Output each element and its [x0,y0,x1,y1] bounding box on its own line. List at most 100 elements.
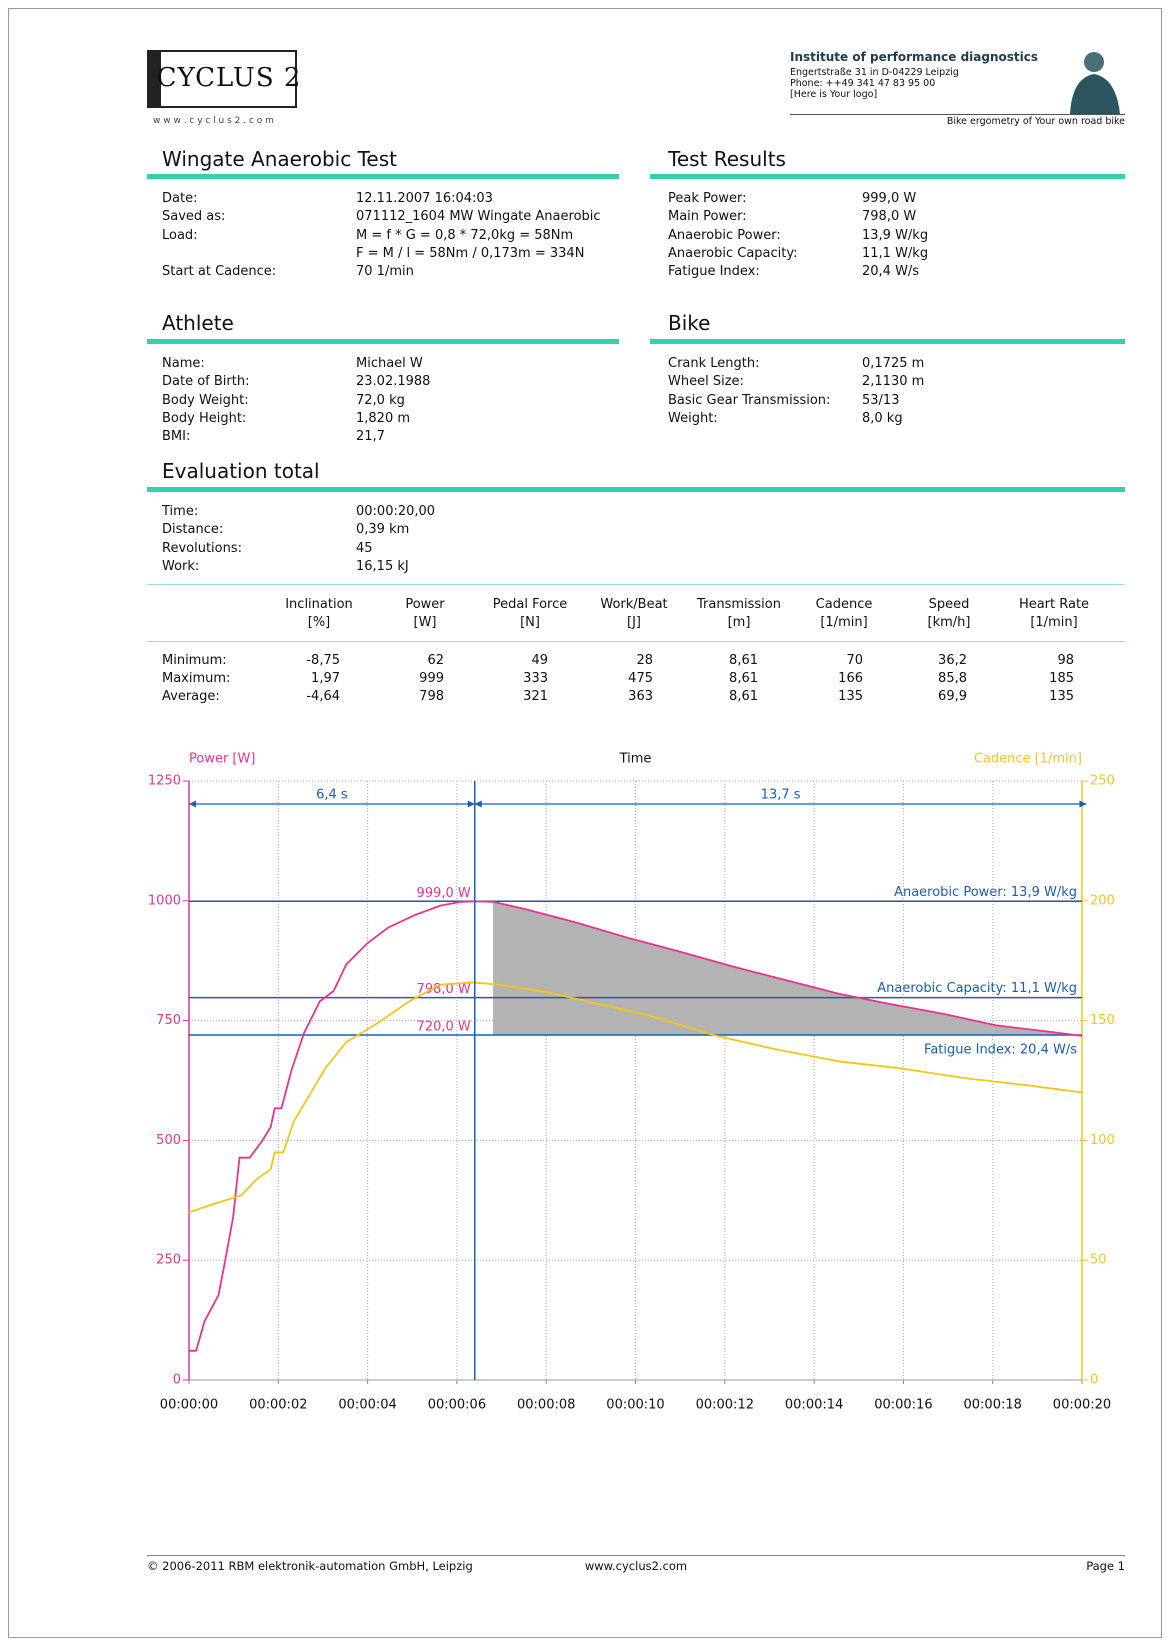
column-header: [%] [307,615,331,630]
field-label: Work: [162,559,200,575]
cell: -4,64 [306,689,340,704]
field-label: Time: [162,504,199,519]
column-header: Pedal Force [492,597,568,612]
section-title: Bike [668,311,711,335]
field-label: Weight: [668,411,718,427]
column-header: [km/h] [927,615,971,630]
field-label: Start at Cadence: [162,264,277,280]
cell: 8,61 [729,689,758,704]
column-header: [m] [727,615,751,630]
footer-url: www.cyclus2.com [584,1559,688,1573]
section-bar [650,339,1125,344]
cell: 321 [523,689,548,704]
logo: CYCLUS 2 [156,63,302,93]
column-header: Heart Rate [1018,597,1090,612]
field-label: Body Weight: [162,392,249,408]
field-label: Fatigue Index: [668,264,760,280]
cell: 28 [636,653,653,668]
section-bar [650,174,1125,179]
cell: 36,2 [938,653,967,668]
address-line: Phone: ++49 341 47 83 95 00 [790,78,936,89]
section-title: Evaluation total [162,459,320,483]
cell: 85,8 [938,671,967,686]
field-value: Michael W [356,356,423,371]
column-header: [J] [627,615,641,630]
field-value: 20,4 W/s [862,264,920,280]
field-value: 72,0 kg [356,392,405,408]
row-label: Maximum: [162,671,231,686]
institute-name: Institute of performance diagnostics [790,50,1039,64]
field-value: 0,1725 m [862,356,925,371]
row-label: Minimum: [162,653,227,668]
column-header: [1/min] [820,615,868,630]
cell: 135 [1049,689,1074,704]
field-label: Basic Gear Transmission: [668,392,831,408]
field-value: 00:00:20,00 [356,504,436,519]
field-value: 999,0 W [862,191,917,206]
footer-rule [147,1555,1125,1556]
field-label: Date: [162,191,198,206]
section-title: Test Results [668,147,786,171]
page-border [8,8,1162,1638]
column-header: Work/Beat [600,597,668,612]
cell: -8,75 [306,653,340,668]
field-value: 11,1 W/kg [862,246,929,262]
cell: 8,61 [729,653,758,668]
field-value: 23.02.1988 [356,374,431,390]
table-rule [147,584,1125,585]
column-header: Cadence [815,597,873,612]
cell: 363 [628,689,653,704]
field-label: Date of Birth: [162,374,250,390]
address-line: Engertstraße 31 in D-04229 Leipzig [790,67,959,78]
footer-copyright: © 2006-2011 RBM elektronik-automation Gm… [147,1559,473,1573]
cell: 135 [838,689,863,704]
field-label: Saved as: [162,209,226,225]
field-label: Anaerobic Capacity: [668,246,798,262]
icon-head [1084,52,1104,72]
field-value: 21,7 [356,429,385,445]
section-bar [147,174,619,179]
header-rule [790,114,1125,115]
field-label: Main Power: [668,209,747,225]
field-value: 0,39 km [356,522,410,538]
cell: 166 [838,671,863,686]
field-value: 8,0 kg [862,411,903,427]
field-label: Wheel Size: [668,374,744,390]
logo-url: w w w . c y c l u s 2 . c o m [153,116,274,126]
cell: 999 [419,671,444,686]
field-label: Revolutions: [162,540,242,556]
row-label: Average: [162,689,220,704]
field-value: 70 1/min [356,264,414,280]
logo-box [147,50,297,108]
field-value: F = M / l = 58Nm / 0,173m = 334N [356,246,585,262]
field-label: Body Height: [162,411,247,427]
field-value: 071112_1604 MW Wingate Anaerobic [356,209,601,225]
field-label: Peak Power: [668,191,747,206]
cell: 49 [531,653,548,668]
logo-icon [1070,52,1120,114]
cell: 70 [846,653,863,668]
field-label: Crank Length: [668,356,760,371]
field-value: M = f * G = 0,8 * 72,0kg = 58Nm [356,227,574,243]
tagline: Bike ergometry of Your own road bike [946,116,1125,127]
field-value: 13,9 W/kg [862,227,929,243]
field-value: 16,15 kJ [356,559,409,575]
column-header: Power [405,597,445,612]
icon-body [1070,74,1120,114]
field-label: BMI: [162,429,191,445]
cell: 98 [1057,653,1074,668]
field-label: Distance: [162,522,224,538]
column-header: [1/min] [1030,615,1078,630]
column-header: [W] [413,615,437,630]
section-bar [147,487,1125,492]
field-label: Name: [162,356,205,371]
column-header: [N] [520,615,540,630]
field-value: 1,820 m [356,411,411,427]
column-header: Inclination [285,597,353,612]
column-header: Transmission [697,597,781,612]
field-value: 45 [356,540,373,556]
section-title: Wingate Anaerobic Test [162,147,397,171]
column-header: Speed [928,597,970,612]
address-line: [Here is Your logo] [790,89,878,100]
